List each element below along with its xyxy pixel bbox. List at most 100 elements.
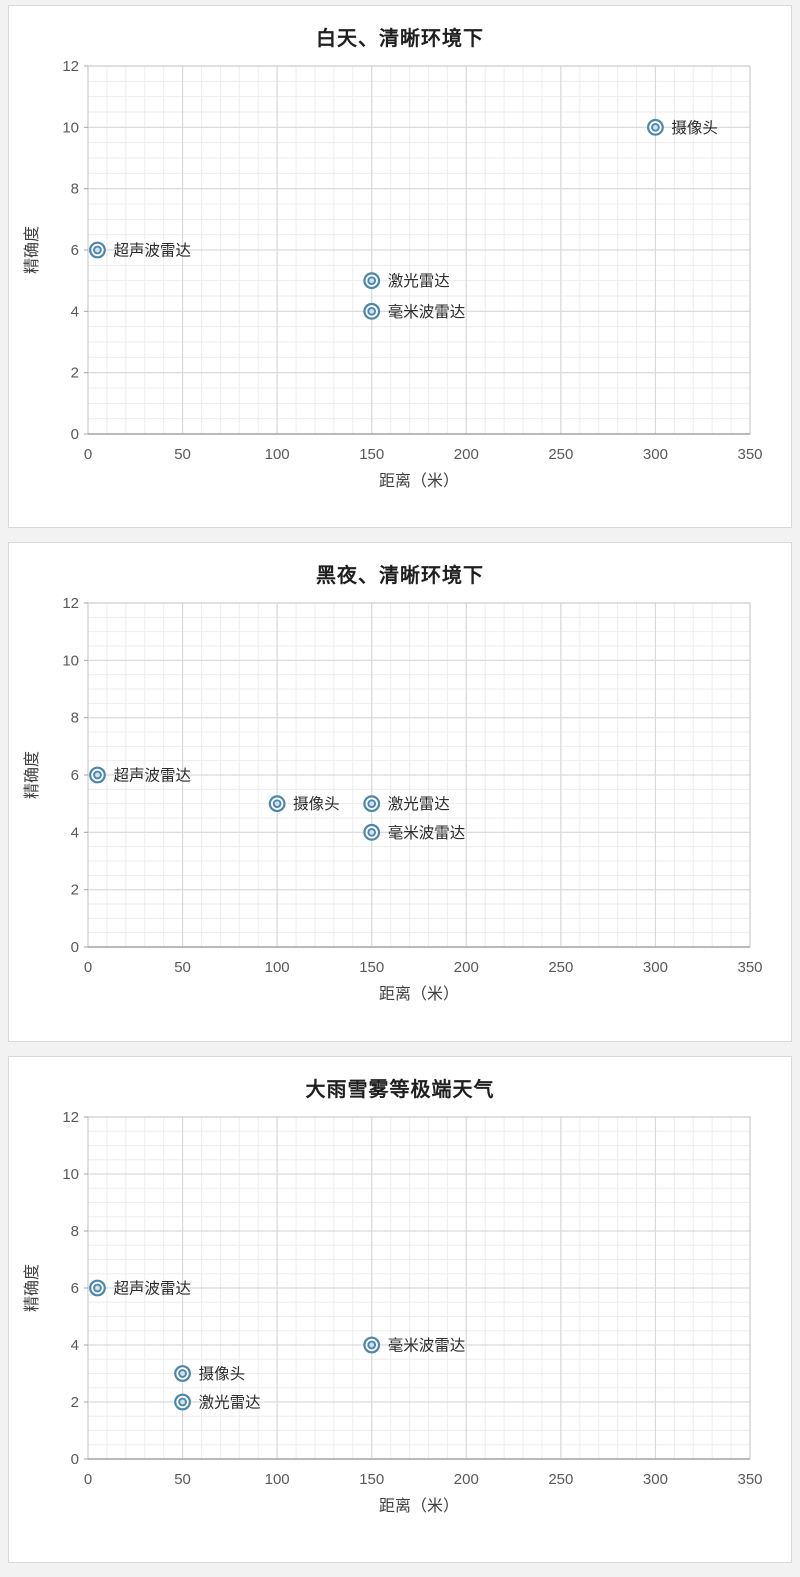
y-tick-label: 4 — [71, 1337, 79, 1354]
data-point-label: 超声波雷达 — [113, 1280, 191, 1298]
data-point-label: 摄像头 — [671, 119, 718, 137]
data-point — [174, 1365, 191, 1382]
x-tick-label: 300 — [643, 959, 668, 976]
x-tick-label: 100 — [265, 1471, 290, 1488]
y-tick-label: 8 — [71, 181, 79, 198]
data-point-marker-inner — [178, 1397, 187, 1407]
x-tick-label: 100 — [265, 959, 290, 976]
scatter-plot-canvas: 0 50 100 150 200 250 300 350 0 2 4 6 8 10 12 距离（米） 精确度 摄像… — [23, 58, 763, 490]
data-point-label: 激光雷达 — [388, 272, 450, 290]
data-point-label: 毫米波雷达 — [388, 823, 466, 842]
data-point — [363, 795, 381, 813]
x-tick-label: 200 — [454, 959, 479, 976]
y-tick-label: 2 — [71, 365, 79, 382]
data-point — [89, 241, 106, 259]
data-point — [268, 795, 286, 813]
scatter-plot-canvas: 0 50 100 150 200 250 300 350 0 2 4 6 8 10 12 距离（米） 精确度 超声… — [23, 595, 763, 1003]
data-point-marker-inner — [272, 799, 282, 809]
data-point — [89, 1279, 106, 1297]
data-point-marker-inner — [367, 799, 377, 809]
chart-panel-extreme-weather: 大雨雪雾等极端天气 0 50 100 150 200 250 300 350 0 2 4 6 8 10 12… — [8, 1056, 792, 1563]
y-axis-title: 精确度 — [23, 1264, 41, 1312]
y-axis-title: 精确度 — [23, 226, 41, 274]
x-tick-label: 250 — [548, 446, 573, 463]
scatter-plot-canvas: 0 50 100 150 200 250 300 350 0 2 4 6 8 10 12 距离（米） 精确度 超声… — [23, 1109, 763, 1515]
data-point-marker-inner — [93, 245, 102, 255]
y-tick-label: 10 — [62, 119, 79, 136]
chart-title: 大雨雪雾等极端天气 — [305, 1079, 495, 1101]
data-point-label: 摄像头 — [199, 1365, 246, 1383]
y-axis-ticks — [84, 65, 88, 435]
data-point — [363, 272, 381, 290]
y-tick-label: 0 — [71, 1451, 79, 1468]
y-tick-label: 2 — [71, 1394, 79, 1411]
y-tick-label: 12 — [62, 58, 79, 75]
x-tick-label: 250 — [548, 1471, 573, 1488]
y-tick-label: 6 — [71, 1280, 79, 1297]
x-tick-label: 100 — [265, 446, 290, 463]
x-tick-label: 200 — [454, 1471, 479, 1488]
data-point — [174, 1393, 191, 1411]
x-tick-label: 50 — [174, 959, 191, 976]
data-point-marker-inner — [367, 306, 377, 316]
data-point-label: 摄像头 — [293, 795, 340, 813]
x-axis-title: 距离（米） — [379, 472, 459, 490]
y-tick-label: 10 — [62, 1166, 79, 1183]
y-tick-label: 4 — [71, 303, 79, 320]
y-tick-label: 2 — [71, 882, 79, 899]
data-point-marker-inner — [651, 122, 660, 132]
x-tick-label: 0 — [84, 1471, 92, 1488]
data-point-label: 激光雷达 — [388, 795, 450, 813]
x-tick-label: 350 — [737, 446, 762, 463]
y-tick-label: 6 — [71, 242, 79, 259]
data-point-marker-inner — [367, 827, 377, 837]
data-point — [363, 302, 381, 320]
chart-title: 白天、清晰环境下 — [316, 28, 484, 50]
y-axis-title: 精确度 — [23, 751, 41, 799]
y-tick-label: 8 — [71, 710, 79, 727]
data-point — [89, 766, 106, 784]
x-tick-label: 0 — [84, 959, 92, 976]
data-point-label: 激光雷达 — [199, 1394, 261, 1412]
data-point-marker-inner — [178, 1369, 187, 1378]
x-tick-label: 350 — [737, 1471, 762, 1488]
y-tick-label: 10 — [62, 652, 79, 669]
data-point-marker-inner — [93, 770, 102, 780]
data-point-marker-inner — [93, 1283, 102, 1293]
data-point-marker-inner — [367, 1340, 377, 1350]
x-tick-label: 200 — [454, 446, 479, 463]
y-tick-label: 12 — [62, 595, 79, 612]
x-tick-label: 150 — [359, 959, 384, 976]
x-tick-label: 150 — [359, 1471, 384, 1488]
x-axis-title: 距离（米） — [379, 985, 459, 1003]
y-tick-label: 8 — [71, 1223, 79, 1240]
x-tick-label: 250 — [548, 959, 573, 976]
data-point-label: 毫米波雷达 — [388, 302, 466, 321]
x-tick-label: 300 — [643, 446, 668, 463]
data-point — [363, 823, 381, 841]
data-point-marker-inner — [367, 276, 377, 286]
data-point-label: 超声波雷达 — [113, 767, 191, 785]
data-point-label: 超声波雷达 — [113, 242, 191, 260]
data-point — [647, 118, 664, 136]
y-tick-label: 6 — [71, 767, 79, 784]
x-tick-label: 150 — [359, 446, 384, 463]
chart-panel-daytime: 白天、清晰环境下 0 50 100 150 200 250 300 350 0 2 4 6 8 10 12 距… — [8, 5, 792, 528]
x-tick-label: 50 — [174, 446, 191, 463]
chart-panel-night: 黑夜、清晰环境下 0 50 100 150 200 250 300 350 0 2 4 6 8 10 12 距… — [8, 542, 792, 1042]
x-tick-label: 350 — [737, 959, 762, 976]
y-tick-label: 0 — [71, 426, 79, 443]
y-axis-ticks — [84, 1116, 88, 1460]
y-axis-ticks — [84, 602, 88, 948]
chart-title: 黑夜、清晰环境下 — [316, 565, 484, 587]
data-point-label: 毫米波雷达 — [388, 1336, 466, 1355]
scatter-chart-night: 0 50 100 150 200 250 300 350 0 2 4 6 8 10 12 距离（米） 精确度 超声… — [9, 589, 791, 1025]
y-tick-label: 12 — [62, 1109, 79, 1126]
y-tick-label: 0 — [71, 939, 79, 956]
scatter-chart-extreme-weather: 0 50 100 150 200 250 300 350 0 2 4 6 8 10 12 距离（米） 精确度 超声… — [9, 1103, 791, 1537]
x-axis-title: 距离（米） — [379, 1497, 459, 1515]
x-tick-label: 300 — [643, 1471, 668, 1488]
scatter-chart-daytime: 0 50 100 150 200 250 300 350 0 2 4 6 8 10 12 距离（米） 精确度 摄像… — [9, 52, 791, 512]
data-point — [363, 1336, 381, 1354]
